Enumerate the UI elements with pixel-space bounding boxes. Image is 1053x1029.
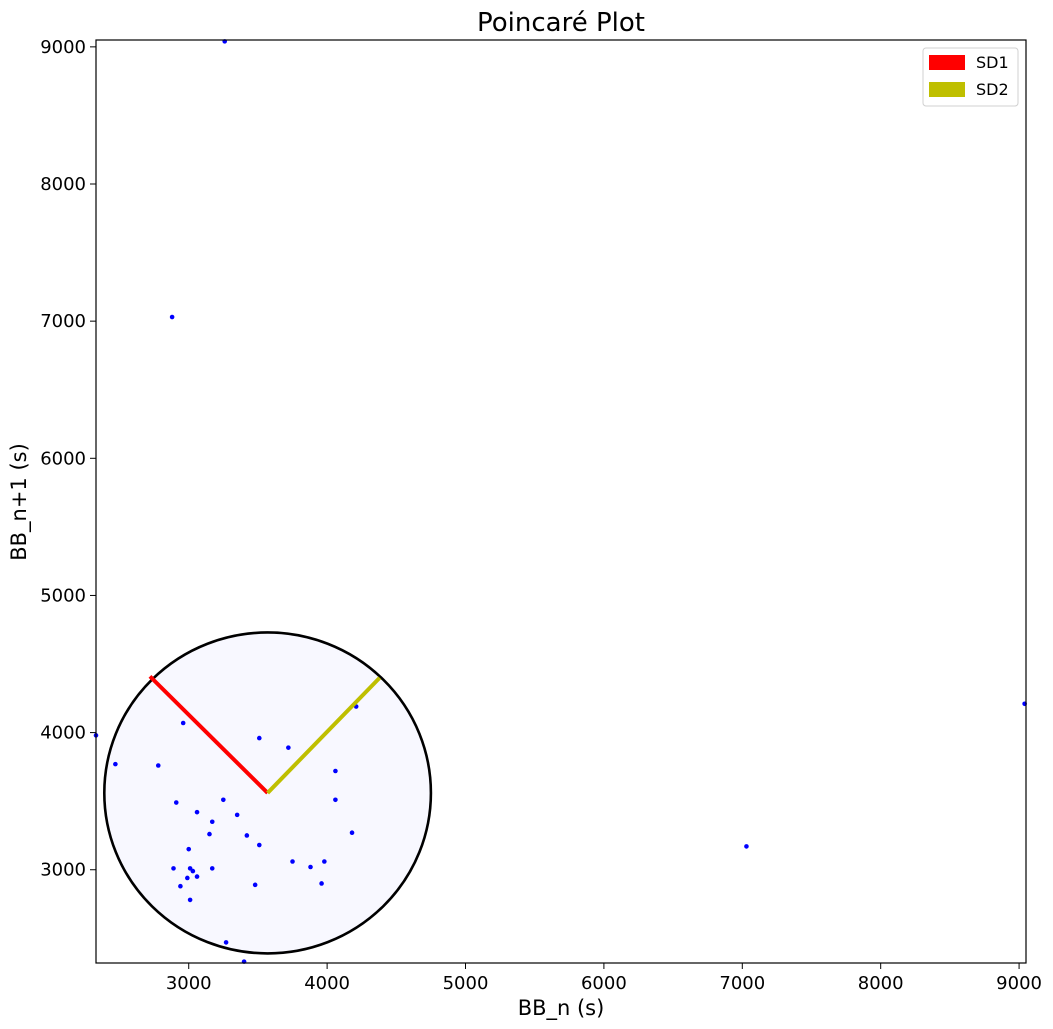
data-point-27 [257, 735, 262, 741]
y-tick-label-9000: 9000 [40, 37, 86, 58]
x-axis-label: BB_n (s) [518, 996, 605, 1021]
data-point-23 [178, 883, 183, 889]
data-points-layer [93, 39, 1027, 964]
x-tick-label-4000: 4000 [304, 973, 350, 994]
data-point-22 [194, 874, 200, 879]
sd1-vector [148, 674, 270, 795]
data-point-30 [308, 864, 313, 870]
legend-sd1-swatch [929, 55, 965, 70]
data-point-13 [221, 797, 226, 803]
data-point-14 [234, 812, 240, 818]
y-axis-label: BB_n+1 (s) [7, 443, 32, 561]
sd-vectors-layer [148, 674, 382, 795]
data-point-21 [185, 875, 190, 881]
data-point-4 [744, 844, 749, 849]
x-tick-label-3000: 3000 [166, 973, 212, 994]
y-tick-label-8000: 8000 [40, 174, 86, 195]
y-axis-ticks: 3000 4000 5000 6000 7000 8000 9000 [40, 37, 96, 881]
data-point-37 [223, 940, 229, 945]
data-point-12 [207, 831, 212, 837]
x-tick-label-7000: 7000 [719, 973, 765, 994]
data-point-34 [333, 797, 338, 803]
x-tick-label-5000: 5000 [443, 973, 489, 994]
data-point-25 [209, 866, 215, 871]
data-point-20 [190, 868, 196, 874]
data-point-26 [252, 882, 258, 888]
legend-sd1-label: SD1 [976, 53, 1009, 72]
sd2-vector [266, 676, 382, 795]
data-point-33 [333, 768, 338, 774]
y-tick-label-6000: 6000 [40, 448, 86, 469]
legend-sd2-swatch [929, 82, 965, 97]
x-tick-label-6000: 6000 [581, 973, 627, 994]
legend: SD1 SD2 [922, 47, 1019, 107]
y-tick-label-4000: 4000 [40, 723, 86, 744]
y-tick-label-3000: 3000 [40, 860, 86, 881]
data-point-11 [209, 819, 215, 825]
data-point-7 [155, 763, 161, 768]
data-point-9 [173, 800, 179, 805]
plot-frame [95, 39, 1027, 964]
data-point-35 [349, 830, 355, 836]
data-point-29 [290, 859, 295, 864]
data-point-31 [319, 881, 324, 886]
data-point-17 [186, 846, 192, 852]
data-point-6 [113, 761, 118, 767]
data-point-24 [187, 897, 193, 903]
x-tick-label-8000: 8000 [858, 973, 904, 994]
data-point-2 [169, 314, 175, 320]
y-tick-label-7000: 7000 [40, 311, 86, 332]
chart-title: Poincaré Plot [477, 8, 645, 38]
x-axis-ticks: 3000 4000 5000 6000 7000 8000 9000 [166, 963, 1042, 994]
data-point-28 [286, 745, 291, 750]
data-point-10 [194, 809, 200, 815]
y-tick-label-5000: 5000 [40, 585, 86, 606]
data-point-16 [257, 842, 262, 848]
legend-sd2-label: SD2 [976, 80, 1009, 99]
data-point-32 [322, 859, 327, 864]
data-point-18 [171, 866, 176, 871]
data-point-8 [180, 720, 186, 726]
data-point-15 [244, 833, 250, 838]
x-tick-label-9000: 9000 [996, 973, 1042, 994]
